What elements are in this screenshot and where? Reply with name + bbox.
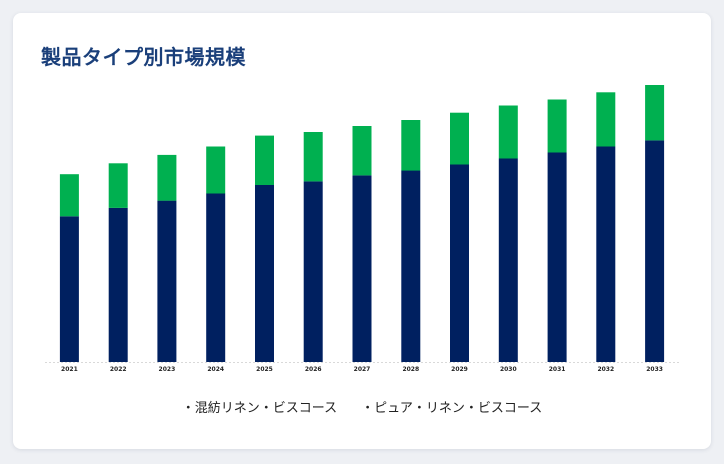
bar-blended-2023 bbox=[157, 200, 177, 362]
bar-blended-2024 bbox=[206, 193, 226, 362]
bar-blended-2028 bbox=[401, 170, 421, 362]
legend-item-blended: ・混紡リネン・ビスコース bbox=[181, 401, 338, 416]
chart-title: 製品タイプ別市場規模 bbox=[41, 45, 246, 69]
x-tick-label: 2031 bbox=[549, 366, 566, 373]
x-tick-label: 2028 bbox=[402, 366, 419, 373]
bar-blended-2027 bbox=[352, 175, 372, 362]
bar-pure-2026 bbox=[303, 132, 323, 182]
bar-blended-2021 bbox=[59, 216, 79, 362]
legend-item-pure: ・ピュア・リネン・ビスコース bbox=[361, 401, 543, 416]
x-tick-label: 2032 bbox=[597, 366, 614, 373]
x-tick-label: 2025 bbox=[256, 366, 273, 373]
x-tick-label: 2023 bbox=[159, 366, 176, 373]
bar-pure-2022 bbox=[108, 163, 128, 208]
x-tick-label: 2022 bbox=[110, 366, 127, 373]
x-tick-label: 2024 bbox=[207, 366, 224, 373]
bar-blended-2025 bbox=[255, 185, 274, 362]
bar-blended-2031 bbox=[547, 152, 567, 362]
bar-blended-2026 bbox=[303, 181, 323, 362]
bar-blended-2033 bbox=[645, 140, 665, 362]
x-tick-label: 2027 bbox=[354, 366, 371, 373]
bar-pure-2024 bbox=[206, 146, 226, 194]
chart-card: 製品タイプ別市場規模 2021 2022 2023 2024 2025 2026 2027 2… bbox=[13, 13, 711, 449]
bar-pure-2032 bbox=[596, 92, 616, 147]
x-tick-label: 2029 bbox=[451, 366, 468, 373]
bar-pure-2025 bbox=[255, 135, 274, 185]
bar-pure-2023 bbox=[157, 154, 177, 201]
bar-blended-2022 bbox=[108, 207, 128, 362]
x-tick-label: 2033 bbox=[646, 366, 663, 373]
x-tick-label: 2021 bbox=[61, 366, 78, 373]
bar-blended-2032 bbox=[596, 146, 616, 362]
bar-blended-2029 bbox=[450, 164, 469, 362]
x-axis-ticks: 2021 2022 2023 2024 2025 2026 2027 2028 2029 2030… bbox=[61, 366, 663, 373]
bars-group bbox=[59, 85, 665, 362]
bar-pure-2027 bbox=[352, 126, 372, 176]
bar-pure-2028 bbox=[401, 120, 421, 171]
bar-blended-2030 bbox=[498, 158, 518, 362]
chart-legend: ・混紡リネン・ビスコース ・ピュア・リネン・ビスコース bbox=[13, 397, 711, 416]
x-tick-label: 2030 bbox=[500, 366, 517, 373]
x-tick-label: 2026 bbox=[305, 366, 322, 373]
bar-pure-2031 bbox=[547, 99, 567, 153]
bar-pure-2033 bbox=[645, 85, 665, 141]
bar-chart: 2021 2022 2023 2024 2025 2026 2027 2028 2029 2030… bbox=[45, 85, 679, 373]
bar-pure-2021 bbox=[59, 174, 79, 217]
bar-pure-2029 bbox=[450, 112, 469, 165]
bar-pure-2030 bbox=[498, 105, 518, 159]
